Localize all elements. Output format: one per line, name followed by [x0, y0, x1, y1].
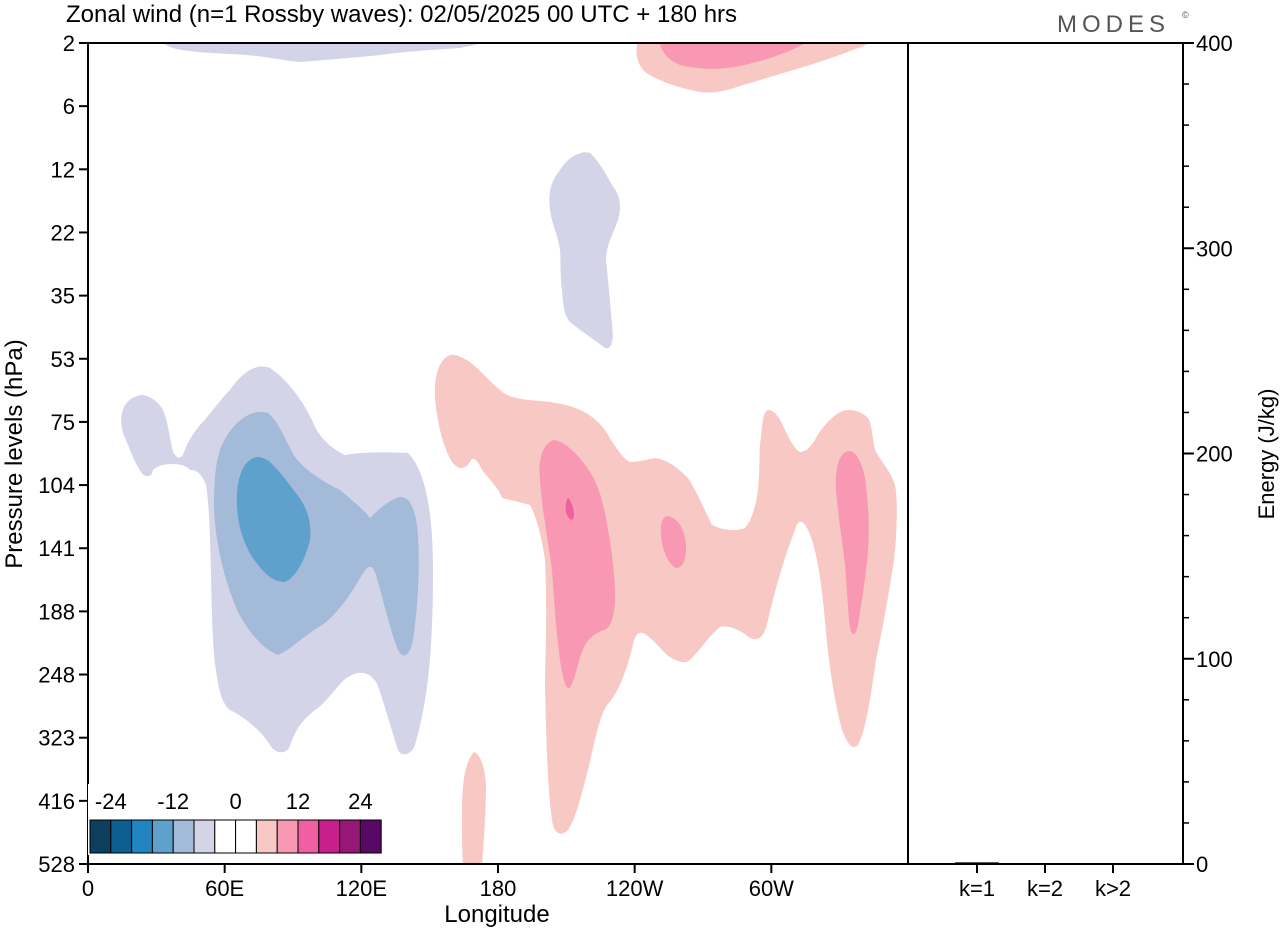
contour-fills	[121, 44, 897, 864]
y-tick-label: 22	[51, 220, 75, 245]
y-tick-label: 2	[63, 31, 75, 56]
energy-bars: k=1 k=2 k>2	[955, 862, 1135, 901]
colorbar-swatch	[110, 819, 133, 854]
energy-category-label: k>2	[1095, 876, 1131, 901]
contour-positive-l2-8	[835, 451, 869, 635]
colorbar-swatch	[297, 819, 320, 854]
contour-positive-l2-7	[660, 516, 687, 568]
modes-logo: MODES	[1057, 11, 1170, 38]
x-tick-label: 120W	[606, 876, 664, 901]
y-tick-label: 75	[51, 410, 75, 435]
contour-positive-l2-11	[660, 44, 804, 69]
energy-tick-label: 0	[1196, 852, 1208, 877]
y-axis: 2 6 12 22 35 53 75 104 141 188 248 323 416 528	[38, 31, 88, 877]
colorbar-swatch	[318, 819, 341, 854]
logo-mark: ©	[1182, 10, 1194, 20]
colorbar-swatch	[235, 819, 257, 854]
contour-negative-l1-4	[165, 44, 478, 62]
colorbar-swatch	[151, 819, 174, 854]
y-tick-label: 35	[51, 284, 75, 309]
y-tick-label: 12	[51, 157, 75, 182]
colorbar-swatch	[255, 819, 278, 854]
contour-positive-l1-5	[434, 354, 897, 834]
energy-bar	[955, 862, 999, 864]
y-tick-label: 248	[38, 663, 75, 688]
y-tick-label: 6	[63, 94, 75, 119]
energy-bar	[1091, 863, 1135, 865]
colorbar-swatch	[214, 819, 237, 854]
energy-tick-label: 400	[1196, 31, 1233, 56]
contour-positive-l1-12	[462, 752, 486, 864]
colorbar-legend: -24 -12 0 12 24	[88, 784, 384, 855]
x-axis-label: Longitude	[444, 901, 549, 928]
y-tick-label: 104	[38, 473, 75, 498]
energy-category-label: k=1	[959, 876, 995, 901]
y-tick-label: 53	[51, 347, 75, 372]
x-tick-label: 180	[480, 876, 517, 901]
energy-tick-label: 100	[1196, 647, 1233, 672]
contour-positive-l2-6	[539, 440, 616, 689]
colorbar-swatch	[131, 819, 153, 854]
colorbar-swatch	[172, 819, 195, 854]
x-tick-label: 60E	[205, 876, 244, 901]
energy-category-label: k=2	[1027, 876, 1063, 901]
chart-title: Zonal wind (n=1 Rossby waves): 02/05/202…	[66, 1, 737, 28]
energy-tick-label: 200	[1196, 442, 1233, 467]
colorbar-swatch	[339, 819, 361, 854]
x-tick-label: 0	[82, 876, 94, 901]
y-tick-label: 323	[38, 726, 75, 751]
x-tick-label: 60W	[749, 876, 794, 901]
y-tick-label: 416	[38, 789, 75, 814]
colorbar-label: 12	[286, 789, 310, 814]
y-tick-label: 188	[38, 599, 75, 624]
colorbar-swatch	[276, 819, 299, 854]
energy-panel-frame	[907, 42, 1184, 865]
colorbar-label: 0	[229, 789, 241, 814]
x-axis: 0 60E 120E 180 120W 60W	[82, 864, 794, 901]
energy-tick-label: 300	[1196, 236, 1233, 261]
contour-negative-l3-2	[236, 457, 311, 582]
colorbar-swatch	[359, 819, 382, 854]
colorbar-swatch	[89, 819, 112, 854]
colorbar-label: -24	[95, 789, 127, 814]
y-tick-label: 528	[38, 852, 75, 877]
y-axis-label: Pressure levels (hPa)	[1, 339, 28, 568]
colorbar-label: 24	[348, 789, 372, 814]
y-tick-label: 141	[38, 536, 75, 561]
contour-negative-l1-3	[549, 152, 620, 349]
energy-y-axis: 0 100 200 300 400	[1183, 31, 1233, 877]
colorbar-swatch	[193, 819, 216, 854]
contour-positive-l3-9	[565, 498, 574, 520]
energy-axis-label: Energy (J/kg)	[1254, 389, 1279, 520]
x-tick-label: 120E	[336, 876, 387, 901]
colorbar-label: -12	[157, 789, 189, 814]
